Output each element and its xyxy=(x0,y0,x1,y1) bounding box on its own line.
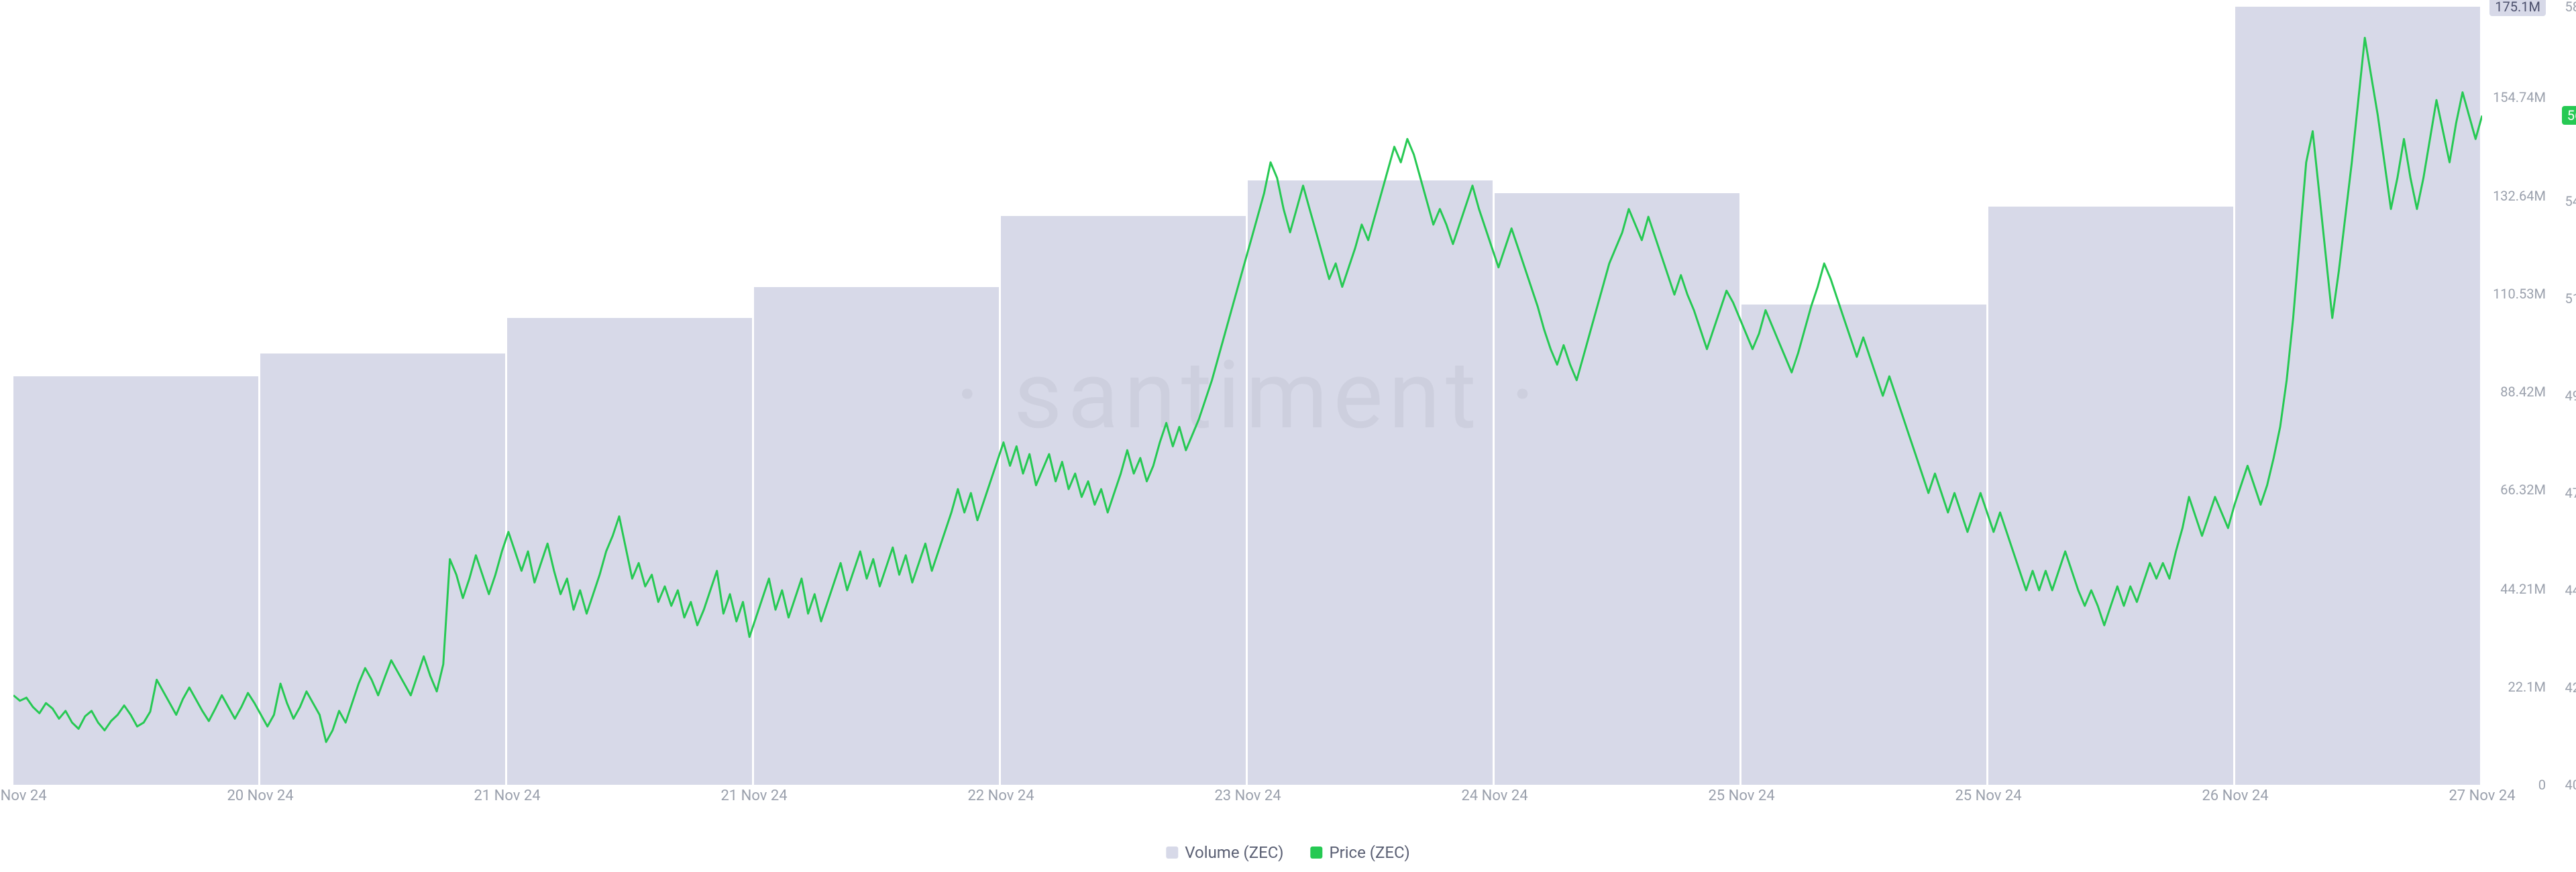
x-tick: 24 Nov 24 xyxy=(1461,787,1527,804)
legend: Volume (ZEC) Price (ZEC) xyxy=(1166,843,1409,862)
chart-container: · santiment · 19 Nov 2420 Nov 2421 Nov 2… xyxy=(13,7,2482,805)
x-tick: 26 Nov 24 xyxy=(2202,787,2268,804)
legend-label-price: Price (ZEC) xyxy=(1329,843,1409,862)
volume-bars-layer xyxy=(13,7,2482,785)
y-tick-price: 49.408 xyxy=(2565,388,2576,404)
y-tick-price: 58.598 xyxy=(2565,0,2576,15)
volume-bar xyxy=(1248,180,1493,785)
x-tick: 25 Nov 24 xyxy=(1708,787,1774,804)
y-tick-price: 42.516 xyxy=(2565,679,2576,696)
legend-swatch-price xyxy=(1310,847,1322,859)
y-tick-volume: 0 xyxy=(2538,777,2546,793)
volume-bar xyxy=(1741,305,1987,785)
y-axis-volume: 022.1M44.21M66.32M88.42M110.53M132.64M15… xyxy=(2485,7,2546,785)
x-axis: 19 Nov 2420 Nov 2421 Nov 2421 Nov 2422 N… xyxy=(13,785,2482,805)
plot-area[interactable]: · santiment · 19 Nov 2420 Nov 2421 Nov 2… xyxy=(13,7,2482,785)
x-tick: 19 Nov 24 xyxy=(0,787,47,804)
volume-bar xyxy=(1001,216,1246,785)
volume-bar xyxy=(260,353,506,785)
x-tick: 23 Nov 24 xyxy=(1214,787,1281,804)
x-tick: 25 Nov 24 xyxy=(1955,787,2021,804)
volume-bar xyxy=(1988,207,2234,785)
y-tick-price: 54.003 xyxy=(2565,193,2576,209)
y-tick-volume: 44.21M xyxy=(2500,581,2546,597)
volume-bar xyxy=(754,287,1000,785)
y-tick-price: 51.705 xyxy=(2565,290,2576,307)
y-tick-volume: 88.42M xyxy=(2500,384,2546,400)
x-tick: 21 Nov 24 xyxy=(720,787,787,804)
price-current-badge: 56.02 xyxy=(2562,106,2576,125)
y-tick-price: 44.813 xyxy=(2565,582,2576,598)
y-tick-volume: 66.32M xyxy=(2500,482,2546,498)
x-tick: 22 Nov 24 xyxy=(967,787,1034,804)
y-tick-volume: 22.1M xyxy=(2508,679,2546,695)
volume-bar xyxy=(2235,7,2481,785)
y-tick-price: 47.111 xyxy=(2565,485,2576,501)
y-tick-price: 40.218 xyxy=(2565,777,2576,793)
volume-bar xyxy=(507,318,753,785)
legend-label-volume: Volume (ZEC) xyxy=(1185,843,1283,862)
volume-bar xyxy=(1495,193,1740,785)
volume-current-badge: 175.1M xyxy=(2489,0,2546,16)
x-tick: 27 Nov 24 xyxy=(2449,787,2515,804)
y-tick-volume: 154.74M xyxy=(2493,89,2546,105)
y-axis-price: 40.21842.51644.81347.11149.40851.70554.0… xyxy=(2549,7,2576,785)
x-tick: 21 Nov 24 xyxy=(474,787,540,804)
y-tick-volume: 132.64M xyxy=(2493,188,2546,204)
legend-item-price: Price (ZEC) xyxy=(1310,843,1409,862)
volume-bar xyxy=(13,376,259,785)
legend-item-volume: Volume (ZEC) xyxy=(1166,843,1283,862)
legend-swatch-volume xyxy=(1166,847,1178,859)
y-tick-volume: 110.53M xyxy=(2493,286,2546,302)
x-tick: 20 Nov 24 xyxy=(227,787,293,804)
